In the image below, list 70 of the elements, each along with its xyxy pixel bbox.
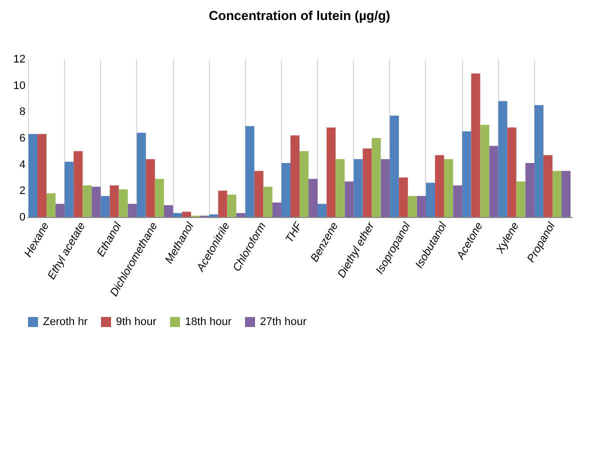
y-tick-label: 2: [19, 185, 26, 198]
bar: [362, 148, 372, 217]
bar: [318, 204, 327, 217]
bar: [110, 185, 119, 217]
bar: [390, 116, 399, 217]
bar: [227, 194, 236, 217]
y-tick-label: 10: [13, 80, 26, 92]
bar: [46, 193, 56, 217]
bar: [146, 159, 155, 217]
bar: [263, 186, 272, 217]
bar: [128, 204, 137, 217]
legend-label: 18th hour: [185, 316, 232, 328]
bar: [516, 181, 526, 217]
bar: [326, 127, 336, 217]
bar: [416, 196, 426, 217]
bar: [453, 185, 462, 217]
bar: [118, 189, 128, 217]
bar: [562, 170, 571, 217]
legend-label: Zeroth hr: [43, 316, 88, 328]
bar: [471, 73, 480, 217]
bar: [498, 101, 508, 217]
bar: [552, 170, 562, 217]
bar: [344, 181, 354, 217]
y-tick-label: 8: [19, 106, 26, 118]
bar: [372, 138, 381, 217]
bar: [236, 213, 246, 217]
bar: [218, 190, 228, 217]
bar: [354, 159, 363, 217]
bar: [136, 132, 146, 217]
bar: [543, 155, 552, 217]
bar: [92, 186, 101, 217]
bar: [245, 126, 254, 217]
bar: [164, 205, 174, 217]
legend-label: 9th hour: [116, 316, 157, 328]
bar: [336, 159, 345, 217]
bar: [534, 105, 544, 217]
bar: [380, 159, 390, 217]
bar: [480, 124, 490, 217]
bar: [272, 202, 282, 217]
bar: [173, 213, 182, 217]
bar: [64, 162, 74, 217]
bar: [154, 178, 164, 217]
bar: [398, 178, 408, 217]
bar: [300, 151, 309, 217]
legend-label: 27th hour: [260, 316, 307, 328]
bar: [462, 131, 472, 217]
bar: [82, 185, 92, 217]
bar: [444, 159, 454, 217]
bar: [489, 146, 498, 217]
bar: [408, 196, 417, 217]
bar: [209, 214, 218, 217]
y-tick-label: 6: [19, 132, 26, 144]
bar: [56, 204, 65, 217]
y-tick-label: 0: [19, 212, 26, 224]
bar: [308, 178, 318, 217]
bar: [182, 212, 192, 217]
bar: [426, 182, 436, 217]
bar: [290, 135, 300, 217]
bar: [525, 163, 534, 217]
bar: [100, 196, 110, 217]
y-tick-label: 12: [13, 54, 26, 66]
bar: [254, 170, 264, 217]
y-tick-label: 4: [19, 158, 26, 171]
bar: [37, 134, 47, 217]
bar: [435, 155, 444, 217]
bar: [28, 134, 38, 217]
bar: [507, 127, 516, 217]
bar: [74, 151, 83, 217]
bar: [281, 163, 290, 217]
chart-title: Concentration of lutein (µg/g): [208, 8, 390, 23]
